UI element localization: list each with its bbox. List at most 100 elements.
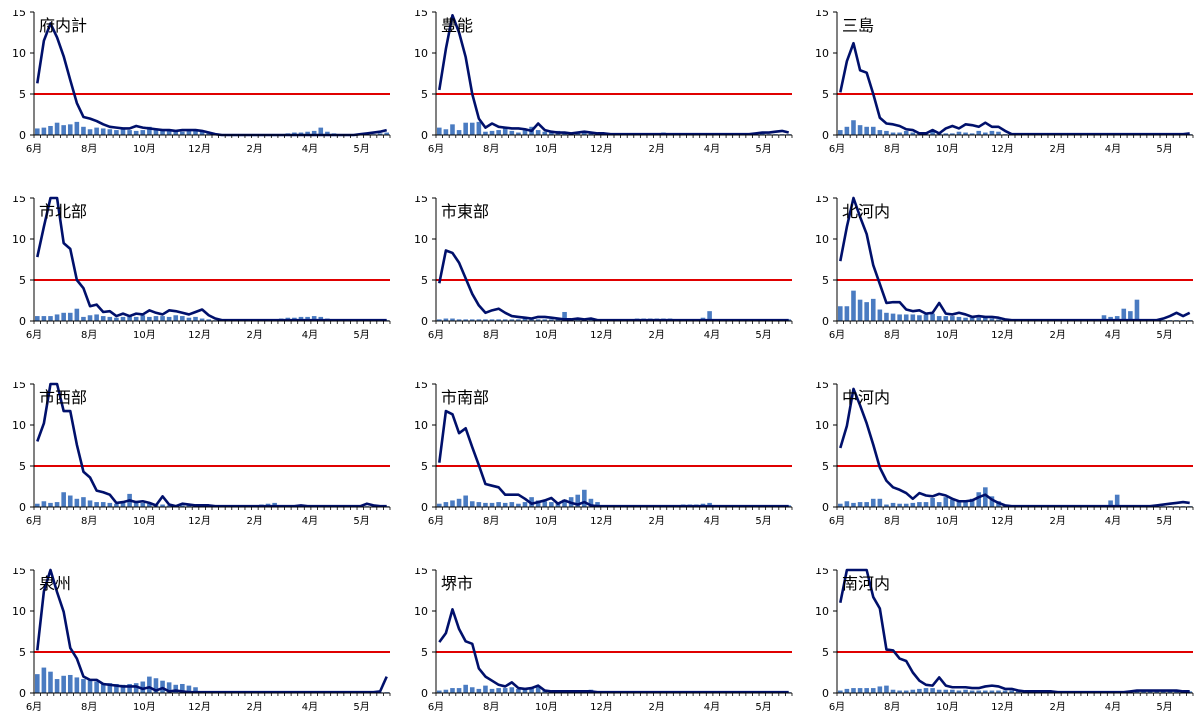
x-tick-label: 6月 xyxy=(428,515,444,527)
chart-panel: 0 5 10 15 6月 8月 10月 12月 2月 4月 5月 堺市 xyxy=(414,568,793,713)
weekly-bar xyxy=(760,133,765,135)
series-line xyxy=(839,387,1190,508)
weekly-bar xyxy=(535,319,541,321)
weekly-bar xyxy=(877,686,883,693)
weekly-bar xyxy=(897,690,902,693)
weekly-bar xyxy=(153,128,159,135)
weekly-bar xyxy=(483,319,488,321)
x-tick-label: 10月 xyxy=(936,329,959,341)
x-tick-label: 4月 xyxy=(302,143,318,155)
weekly-bar xyxy=(476,688,482,693)
weekly-bar xyxy=(67,312,73,321)
x-tick-label: 2月 xyxy=(247,329,263,341)
x-tick-label: 4月 xyxy=(1105,701,1121,713)
weekly-bar xyxy=(41,501,47,507)
weekly-bar xyxy=(969,498,975,507)
weekly-bar xyxy=(74,308,80,321)
weekly-bar xyxy=(489,130,495,135)
weekly-bar xyxy=(890,689,896,693)
weekly-bar xyxy=(844,306,850,321)
weekly-bar xyxy=(107,502,113,507)
weekly-bar xyxy=(153,316,159,321)
weekly-bar xyxy=(94,681,99,693)
weekly-bar xyxy=(562,499,567,507)
weekly-bar xyxy=(1114,494,1120,507)
weekly-bar xyxy=(864,302,869,321)
x-tick-label: 12月 xyxy=(991,329,1014,341)
series-line xyxy=(438,409,789,508)
weekly-bar xyxy=(509,502,515,507)
y-tick-label: 10 xyxy=(815,47,829,60)
weekly-bar xyxy=(166,316,172,321)
series-line xyxy=(839,568,1190,694)
weekly-bar xyxy=(48,316,53,321)
x-tick-label: 6月 xyxy=(26,143,42,155)
weekly-bar xyxy=(443,689,449,693)
weekly-bar xyxy=(180,505,185,507)
weekly-bar xyxy=(516,688,521,693)
chart-panel: 0 5 10 15 6月 8月 10月 12月 2月 4月 5月 中河内 xyxy=(815,382,1194,527)
y-tick-label: 15 xyxy=(414,568,428,577)
weekly-bar xyxy=(140,315,146,321)
weekly-bar xyxy=(595,502,600,507)
weekly-bar xyxy=(199,318,205,321)
y-tick-label: 5 xyxy=(822,88,829,101)
y-tick-label: 5 xyxy=(421,274,428,287)
weekly-bar xyxy=(923,502,929,507)
x-tick-label: 6月 xyxy=(829,143,845,155)
x-tick-label: 6月 xyxy=(428,701,444,713)
weekly-bar xyxy=(976,492,982,507)
x-tick-label: 12月 xyxy=(991,701,1014,713)
x-tick-label: 5月 xyxy=(755,701,771,713)
weekly-bar xyxy=(522,688,528,693)
x-tick-label: 2月 xyxy=(649,701,665,713)
x-tick-label: 2月 xyxy=(649,143,665,155)
x-tick-label: 4月 xyxy=(302,515,318,527)
y-tick-label: 0 xyxy=(19,501,26,514)
weekly-bar xyxy=(890,502,896,507)
chart-title: 北河内 xyxy=(842,202,890,221)
x-tick-label: 10月 xyxy=(535,143,558,155)
y-tick-label: 15 xyxy=(815,568,829,577)
weekly-bar xyxy=(61,492,66,507)
weekly-bar xyxy=(884,130,889,135)
x-tick-label: 5月 xyxy=(353,515,369,527)
weekly-bar xyxy=(838,130,843,135)
weekly-bar xyxy=(522,318,528,321)
x-tick-label: 4月 xyxy=(704,143,720,155)
weekly-bar xyxy=(549,502,554,507)
weekly-bar xyxy=(456,130,462,135)
weekly-bar xyxy=(890,313,896,321)
x-tick-label: 8月 xyxy=(884,143,900,155)
weekly-bar xyxy=(450,688,455,693)
weekly-bar xyxy=(897,132,902,135)
chart-title: 三島 xyxy=(842,16,874,35)
weekly-bar xyxy=(936,689,942,693)
weekly-bar xyxy=(562,311,567,321)
weekly-bar xyxy=(180,131,185,135)
y-tick-label: 10 xyxy=(414,419,428,432)
weekly-bar xyxy=(450,318,455,321)
weekly-bar xyxy=(1134,299,1140,321)
series-line xyxy=(839,41,1190,136)
weekly-bar xyxy=(529,319,534,321)
x-tick-label: 12月 xyxy=(590,143,613,155)
weekly-bar xyxy=(476,121,482,135)
weekly-bar xyxy=(193,316,198,321)
weekly-bar xyxy=(186,317,192,321)
y-tick-label: 10 xyxy=(815,233,829,246)
weekly-bar xyxy=(996,131,1001,135)
x-tick-label: 10月 xyxy=(133,143,156,155)
weekly-bar xyxy=(87,315,93,321)
x-tick-label: 12月 xyxy=(590,329,613,341)
weekly-bar xyxy=(969,690,975,693)
chart-title: 中河内 xyxy=(842,388,890,407)
x-tick-label: 2月 xyxy=(649,329,665,341)
x-tick-label: 8月 xyxy=(81,143,97,155)
weekly-bar xyxy=(437,503,442,507)
weekly-bar xyxy=(910,502,916,507)
weekly-bar xyxy=(897,503,902,507)
x-tick-label: 10月 xyxy=(133,701,156,713)
weekly-bar xyxy=(173,130,179,135)
x-tick-label: 10月 xyxy=(133,515,156,527)
